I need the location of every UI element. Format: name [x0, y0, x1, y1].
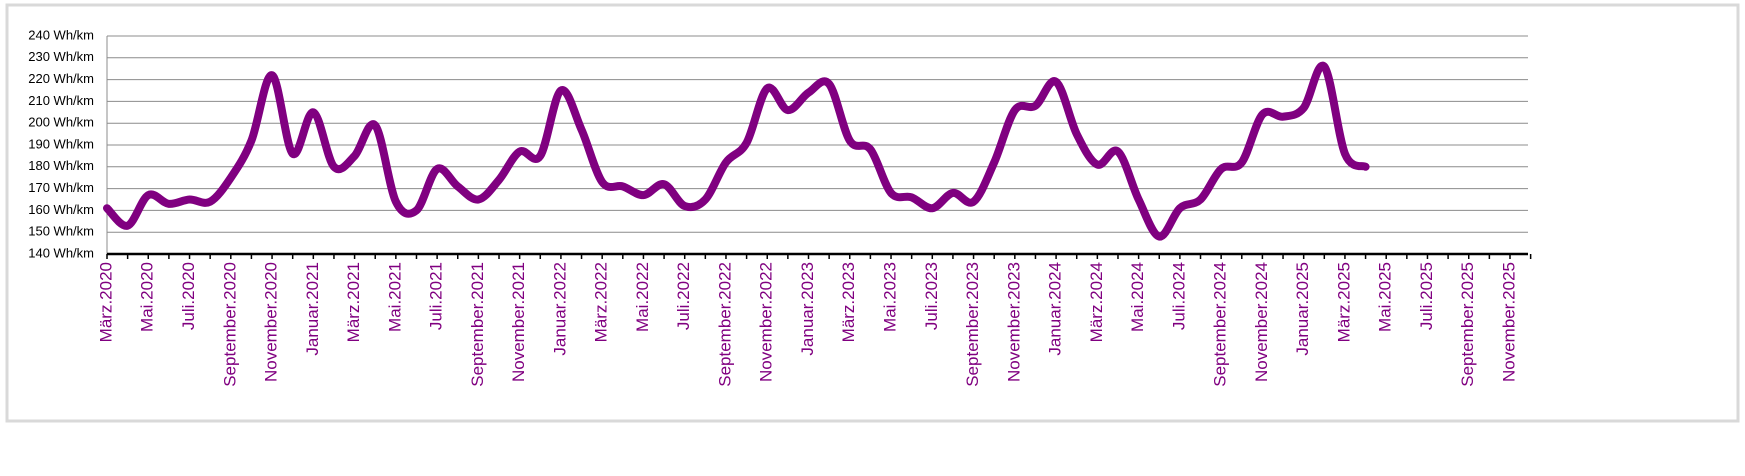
x-tick-label: Juli.2022 [674, 262, 693, 330]
x-tick-label: November.2020 [262, 262, 281, 382]
chart-frame [5, 3, 1740, 423]
x-tick-label: Juli.2023 [922, 262, 941, 330]
x-tick-label: November.2023 [1004, 262, 1023, 382]
y-tick-label: 210 Wh/km [28, 93, 94, 108]
x-tick-label: Mai.2021 [385, 262, 404, 332]
x-tick-label: September.2022 [715, 262, 734, 387]
x-tick-label: Januar.2024 [1046, 262, 1065, 356]
y-tick-label: 150 Wh/km [28, 224, 94, 239]
x-tick-label: Mai.2023 [881, 262, 900, 332]
x-tick-label: Mai.2024 [1128, 262, 1147, 332]
y-tick-label: 240 Wh/km [28, 27, 94, 42]
x-tick-label: März.2023 [839, 262, 858, 342]
x-tick-label: März.2020 [96, 262, 115, 342]
x-tick-label: Mai.2025 [1376, 262, 1395, 332]
x-tick-label: Juli.2021 [427, 262, 446, 330]
x-tick-label: Januar.2023 [798, 262, 817, 356]
y-tick-label: 160 Wh/km [28, 202, 94, 217]
x-tick-label: Januar.2025 [1293, 262, 1312, 356]
x-tick-label: Juli.2024 [1169, 262, 1188, 330]
y-tick-label: 170 Wh/km [28, 180, 94, 195]
x-tick-label: November.2024 [1252, 262, 1271, 382]
y-tick-label: 200 Wh/km [28, 115, 94, 130]
x-tick-label: Juli.2025 [1417, 262, 1436, 330]
x-tick-label: März.2021 [344, 262, 363, 342]
x-tick-label: März.2025 [1334, 262, 1353, 342]
y-tick-label: 230 Wh/km [28, 49, 94, 64]
x-tick-label: Januar.2022 [550, 262, 569, 356]
x-tick-label: Mai.2020 [138, 262, 157, 332]
x-tick-label: März.2024 [1087, 262, 1106, 342]
x-tick-label: November.2022 [757, 262, 776, 382]
x-tick-label: November.2025 [1499, 262, 1518, 382]
data-line [103, 61, 1370, 241]
x-tick-label: September.2023 [963, 262, 982, 387]
y-tick-label: 180 Wh/km [28, 158, 94, 173]
x-tick-label: September.2021 [468, 262, 487, 387]
x-tick-label: September.2024 [1211, 262, 1230, 387]
x-tick-label: September.2025 [1458, 262, 1477, 387]
x-tick-label: Januar.2021 [303, 262, 322, 356]
x-tick-label: Juli.2020 [179, 262, 198, 330]
y-tick-label: 190 Wh/km [28, 136, 94, 151]
y-tick-label: 140 Wh/km [28, 245, 94, 260]
x-tick-label: September.2020 [220, 262, 239, 387]
x-tick-label: März.2022 [592, 262, 611, 342]
x-tick-label: Mai.2022 [633, 262, 652, 332]
y-tick-label: 220 Wh/km [28, 71, 94, 86]
x-tick-label: November.2021 [509, 262, 528, 382]
